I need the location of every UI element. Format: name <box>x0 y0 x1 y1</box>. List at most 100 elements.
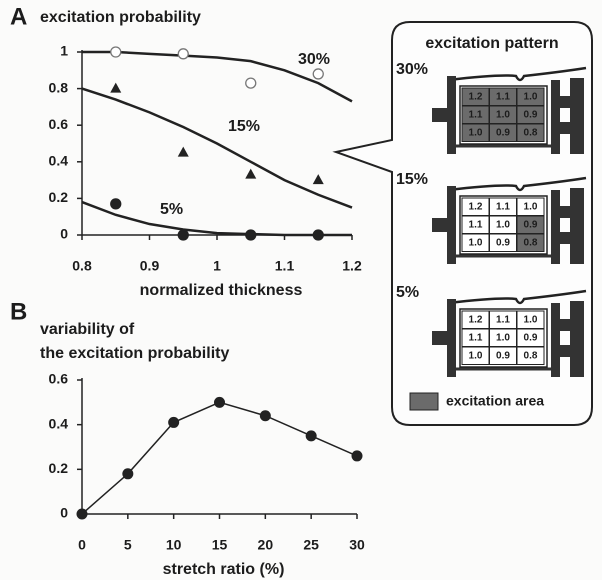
left-post <box>447 186 456 264</box>
legend-swatch <box>410 393 438 410</box>
x-tick-label: 30 <box>349 537 365 553</box>
line <box>82 402 357 514</box>
point <box>313 69 323 79</box>
cell-value: 0.9 <box>524 333 538 344</box>
y-tick-label: 0.2 <box>49 460 69 476</box>
chart-title: the excitation probability <box>40 345 229 362</box>
y-tick-label: 0.2 <box>49 189 69 205</box>
cell-value: 1.1 <box>469 333 483 344</box>
cell-value: 1.2 <box>469 92 483 103</box>
point <box>178 49 188 59</box>
right-bar <box>570 78 584 154</box>
left-pin <box>432 108 447 122</box>
x-tick-label: 0.8 <box>72 258 92 274</box>
series-label: 5% <box>160 201 183 218</box>
cell-value: 1.1 <box>496 202 510 213</box>
cell-value: 1.0 <box>524 315 538 326</box>
cell-value: 0.8 <box>524 238 538 249</box>
point <box>122 468 133 479</box>
x-tick-label: 1.2 <box>342 258 362 274</box>
panel-letter: A <box>10 3 27 30</box>
point <box>306 430 317 441</box>
pattern-label: 15% <box>396 171 428 188</box>
right-pin <box>560 206 570 218</box>
diagram-title: excitation pattern <box>425 35 558 52</box>
chart-title: excitation probability <box>40 9 201 26</box>
right-bar <box>570 188 584 264</box>
cell-value: 0.9 <box>496 351 510 362</box>
cell-value: 0.8 <box>524 128 538 139</box>
x-tick-label: 10 <box>166 537 182 553</box>
panel-letter: B <box>10 298 27 325</box>
series-label: 30% <box>298 51 330 68</box>
right-pin <box>560 319 570 331</box>
point <box>246 230 256 240</box>
point <box>313 174 324 184</box>
y-tick-label: 0 <box>60 226 68 242</box>
point <box>352 450 363 461</box>
right-pin <box>560 96 570 108</box>
cell-value: 1.1 <box>469 110 483 121</box>
point <box>77 509 88 520</box>
x-tick-label: 1.1 <box>275 258 295 274</box>
x-tick-label: 1 <box>213 258 221 274</box>
right-bar <box>570 301 584 377</box>
cell-value: 1.0 <box>524 92 538 103</box>
point <box>260 410 271 421</box>
point <box>313 230 323 240</box>
pattern-label: 30% <box>396 61 428 78</box>
right-pin <box>560 232 570 244</box>
point <box>111 47 121 57</box>
point <box>168 417 179 428</box>
point <box>214 397 225 408</box>
point <box>245 169 256 179</box>
cell-value: 1.1 <box>496 315 510 326</box>
left-pin <box>432 218 447 232</box>
cell-value: 1.1 <box>469 220 483 231</box>
x-tick-label: 5 <box>124 537 132 553</box>
pattern-label: 5% <box>396 284 419 301</box>
cell-value: 1.0 <box>469 238 483 249</box>
right-post <box>551 190 560 264</box>
x-axis-label: normalized thickness <box>140 282 303 299</box>
cell-value: 0.9 <box>524 220 538 231</box>
cell-value: 1.0 <box>469 128 483 139</box>
y-tick-label: 0.8 <box>49 79 69 95</box>
y-tick-label: 0.6 <box>49 116 69 132</box>
fit-curve <box>82 89 352 208</box>
legend-label: excitation area <box>446 393 544 409</box>
y-tick-label: 1 <box>60 43 68 59</box>
right-post <box>551 80 560 154</box>
y-tick-label: 0 <box>60 505 68 521</box>
cell-value: 1.0 <box>524 202 538 213</box>
right-pin <box>560 122 570 134</box>
y-tick-label: 0.4 <box>49 153 69 169</box>
right-post <box>551 303 560 377</box>
series-label: 15% <box>228 118 260 135</box>
y-tick-label: 0.6 <box>49 371 69 387</box>
y-tick-label: 0.4 <box>49 415 69 431</box>
left-pin <box>432 331 447 345</box>
cell-value: 1.2 <box>469 315 483 326</box>
point <box>178 147 189 157</box>
fit-curve <box>82 202 352 235</box>
cell-value: 1.2 <box>469 202 483 213</box>
chart-title: variability of <box>40 321 135 338</box>
cell-value: 1.0 <box>496 220 510 231</box>
left-post <box>447 76 456 154</box>
cell-value: 0.9 <box>496 238 510 249</box>
cell-value: 1.0 <box>469 351 483 362</box>
figure: excitation pattern excitation area Aexci… <box>0 0 602 580</box>
cell-value: 0.9 <box>524 110 538 121</box>
cell-value: 1.1 <box>496 92 510 103</box>
point <box>178 230 188 240</box>
point <box>110 83 121 93</box>
x-tick-label: 25 <box>303 537 319 553</box>
cell-value: 0.9 <box>496 128 510 139</box>
x-tick-label: 0 <box>78 537 86 553</box>
x-tick-label: 20 <box>258 537 274 553</box>
cell-value: 0.8 <box>524 351 538 362</box>
point <box>111 199 121 209</box>
right-pin <box>560 345 570 357</box>
x-axis-label: stretch ratio (%) <box>163 561 285 578</box>
